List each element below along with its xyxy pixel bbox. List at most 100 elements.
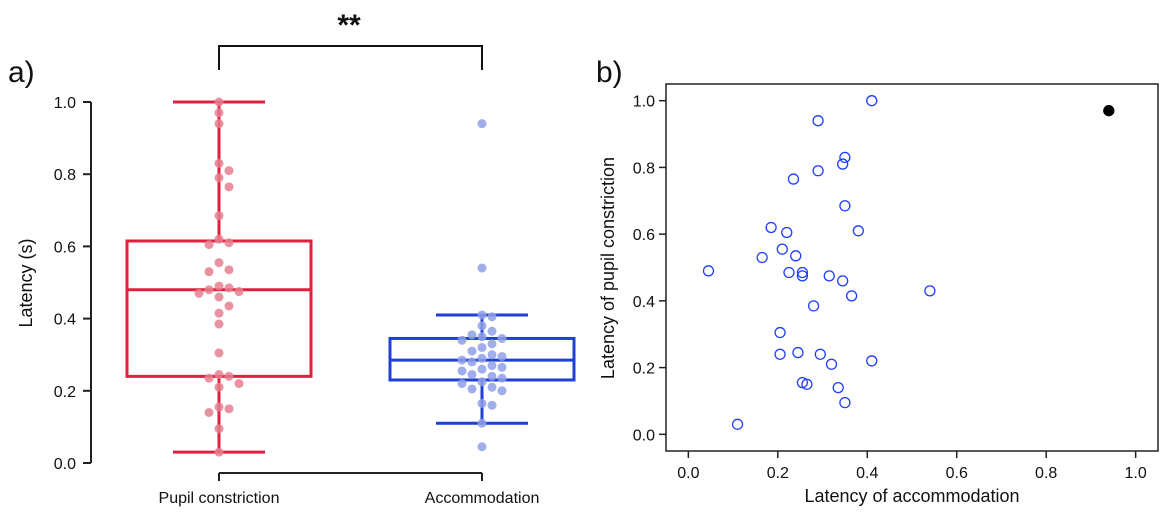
data-point — [467, 330, 477, 340]
data-point — [497, 373, 507, 383]
data-point — [214, 402, 224, 412]
data-point — [477, 119, 487, 129]
data-point — [214, 258, 224, 268]
data-point — [224, 182, 234, 192]
data-point — [214, 234, 224, 244]
panel-a-x-tick-label: Pupil constriction — [159, 490, 280, 507]
scatter-point — [924, 285, 936, 297]
panel-a-boxplot: a) Latency (s) 0.0 0.2 0.4 0.6 0.8 1.0 Pupil c… — [8, 9, 576, 507]
data-point — [224, 301, 234, 311]
panel-a-boxes — [125, 100, 576, 454]
data-point — [214, 119, 224, 129]
data-point — [497, 333, 507, 343]
panel-a-y-axis-title: Latency (s) — [16, 238, 36, 327]
panel-b-y-tick-label: 0.0 — [633, 427, 655, 444]
data-point — [214, 173, 224, 183]
panel-b-y-axis-title: Latency of pupil constriction — [598, 157, 618, 379]
data-point — [497, 352, 507, 362]
panel-b-x-tick-label: 0.0 — [677, 465, 699, 482]
scatter-point — [825, 358, 838, 370]
panel-a-y-tick-label: 0.0 — [54, 456, 76, 473]
data-point — [477, 332, 487, 342]
scatter-point — [756, 251, 768, 264]
data-point — [477, 321, 487, 331]
data-point — [457, 379, 467, 389]
data-point — [487, 326, 497, 336]
data-point — [224, 371, 234, 381]
scatter-point — [839, 200, 851, 212]
scatter-point — [783, 266, 795, 279]
data-point — [487, 400, 497, 410]
data-point — [487, 371, 497, 381]
panel-b-points — [702, 95, 1115, 430]
scatter-point — [866, 95, 878, 107]
data-point — [477, 442, 487, 452]
panel-b-y-tick-label: 0.8 — [633, 160, 655, 177]
data-point — [487, 350, 497, 360]
data-point — [477, 310, 487, 320]
scatter-point — [731, 418, 744, 430]
panel-b-x-tick-label: 0.4 — [856, 465, 878, 482]
scatter-point — [839, 151, 851, 164]
panel-a-y-tick-label: 1.0 — [54, 95, 76, 112]
data-point — [214, 447, 224, 457]
panel-b-x-tick-label: 0.2 — [767, 465, 789, 482]
data-point — [487, 312, 497, 322]
data-point — [487, 382, 497, 392]
scatter-point — [781, 226, 793, 239]
data-point — [214, 281, 224, 291]
data-point — [457, 355, 467, 365]
scatter-point — [796, 270, 809, 282]
significance-bracket: ** — [218, 9, 483, 70]
panel-a-y-tick-label: 0.2 — [54, 384, 76, 401]
data-point — [457, 366, 467, 376]
panel-b-label: b) — [596, 56, 623, 89]
data-point — [487, 361, 497, 371]
panel-b-y-tick-label: 0.6 — [633, 227, 655, 244]
data-point — [224, 166, 234, 176]
data-point — [234, 379, 244, 389]
panel-b-x-axis-title: Latency of accommodation — [804, 486, 1019, 506]
panel-b-y-tick-label: 0.4 — [633, 294, 655, 311]
data-point — [214, 382, 224, 392]
data-point — [477, 342, 487, 352]
data-point — [477, 377, 487, 387]
panel-a-y-tick-label: 0.4 — [54, 312, 76, 329]
scatter-point — [796, 266, 809, 279]
data-point — [204, 373, 214, 383]
data-point — [497, 386, 507, 396]
data-point — [204, 267, 214, 277]
data-point — [214, 424, 224, 434]
scatter-point — [812, 115, 824, 127]
panel-b-scatter: b) Latency of pupil constriction Latency… — [596, 56, 1159, 506]
panel-b-x-tick-label: 1.0 — [1125, 465, 1147, 482]
data-point — [204, 285, 214, 295]
scatter-point — [787, 173, 800, 185]
scatter-point — [774, 326, 786, 339]
data-point — [204, 240, 214, 250]
scatter-point — [792, 346, 804, 359]
data-point — [477, 353, 487, 363]
data-point — [234, 287, 244, 297]
panel-a-label: a) — [8, 56, 35, 89]
scatter-point — [812, 165, 824, 177]
data-point — [477, 398, 487, 408]
panel-a-y-tick-label: 0.6 — [54, 239, 76, 256]
scatter-point — [765, 221, 777, 234]
scatter-point — [790, 250, 802, 262]
scatter-point — [814, 348, 826, 360]
significance-label: ** — [337, 9, 361, 42]
data-point — [214, 292, 224, 302]
data-point — [224, 265, 234, 275]
scatter-point — [702, 265, 715, 277]
data-point — [204, 407, 214, 417]
highlight-point — [1103, 105, 1115, 117]
panel-a-x-tick-label: Accommodation — [425, 490, 540, 507]
scatter-point — [774, 348, 786, 360]
data-point — [214, 108, 224, 118]
scatter-point — [866, 355, 878, 367]
panel-a-y-tick-label: 0.8 — [54, 167, 76, 184]
data-point — [477, 418, 487, 428]
panel-a-points — [194, 97, 507, 457]
